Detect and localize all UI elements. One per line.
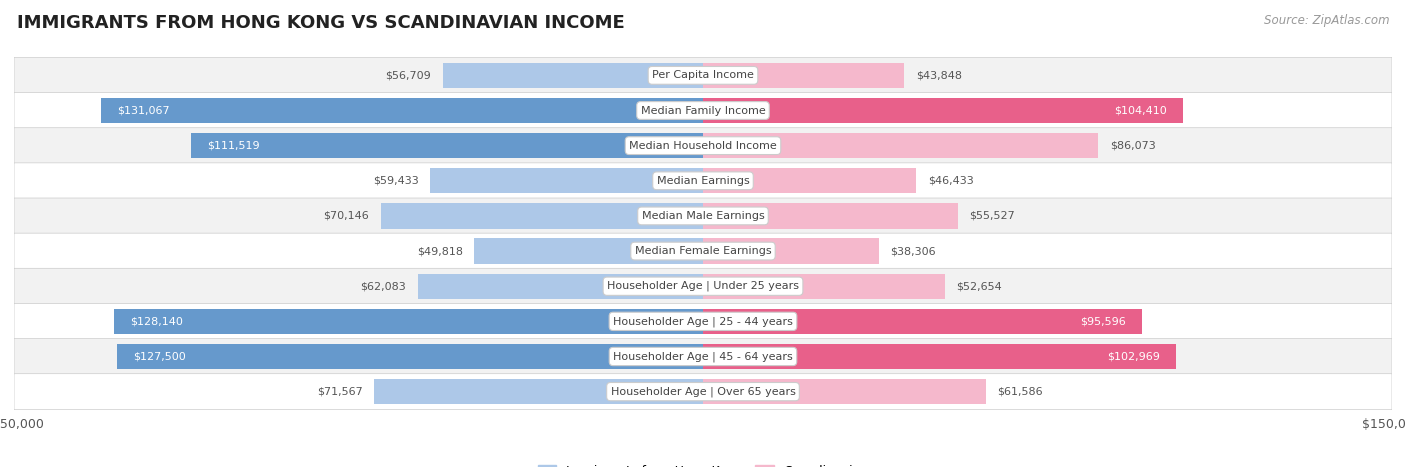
Bar — [703, 344, 1175, 369]
Bar — [443, 63, 703, 88]
Bar — [418, 274, 703, 299]
Text: Per Capita Income: Per Capita Income — [652, 71, 754, 80]
Bar — [117, 344, 703, 369]
Bar — [381, 203, 703, 228]
Text: Median Male Earnings: Median Male Earnings — [641, 211, 765, 221]
Text: $86,073: $86,073 — [1109, 141, 1156, 151]
FancyBboxPatch shape — [14, 92, 1392, 128]
Text: $55,527: $55,527 — [970, 211, 1015, 221]
Text: Median Household Income: Median Household Income — [628, 141, 778, 151]
Text: $49,818: $49,818 — [416, 246, 463, 256]
Text: $62,083: $62,083 — [360, 281, 406, 291]
Text: $38,306: $38,306 — [890, 246, 936, 256]
Bar — [703, 274, 945, 299]
Text: $111,519: $111,519 — [207, 141, 260, 151]
Text: $70,146: $70,146 — [323, 211, 370, 221]
Text: $95,596: $95,596 — [1080, 316, 1126, 326]
Text: $52,654: $52,654 — [956, 281, 1002, 291]
Text: $59,433: $59,433 — [373, 176, 419, 186]
Bar — [114, 309, 703, 334]
Text: $131,067: $131,067 — [117, 106, 170, 115]
Text: $102,969: $102,969 — [1107, 352, 1160, 361]
Bar — [703, 239, 879, 264]
Bar — [101, 98, 703, 123]
Text: Householder Age | Under 25 years: Householder Age | Under 25 years — [607, 281, 799, 291]
Text: $61,586: $61,586 — [997, 387, 1043, 396]
Text: Median Earnings: Median Earnings — [657, 176, 749, 186]
Bar — [703, 168, 917, 193]
Bar — [703, 203, 957, 228]
Bar — [474, 239, 703, 264]
Text: IMMIGRANTS FROM HONG KONG VS SCANDINAVIAN INCOME: IMMIGRANTS FROM HONG KONG VS SCANDINAVIA… — [17, 14, 624, 32]
FancyBboxPatch shape — [14, 57, 1392, 93]
Text: $71,567: $71,567 — [318, 387, 363, 396]
Text: Householder Age | Over 65 years: Householder Age | Over 65 years — [610, 386, 796, 397]
FancyBboxPatch shape — [14, 163, 1392, 199]
Text: Source: ZipAtlas.com: Source: ZipAtlas.com — [1264, 14, 1389, 27]
Bar — [703, 379, 986, 404]
Bar — [703, 133, 1098, 158]
FancyBboxPatch shape — [14, 374, 1392, 410]
Text: $128,140: $128,140 — [131, 316, 183, 326]
Text: $43,848: $43,848 — [915, 71, 962, 80]
Text: $127,500: $127,500 — [134, 352, 186, 361]
Bar — [191, 133, 703, 158]
Bar — [430, 168, 703, 193]
FancyBboxPatch shape — [14, 198, 1392, 234]
Bar — [703, 98, 1182, 123]
Text: Median Female Earnings: Median Female Earnings — [634, 246, 772, 256]
Text: $104,410: $104,410 — [1114, 106, 1167, 115]
FancyBboxPatch shape — [14, 268, 1392, 304]
FancyBboxPatch shape — [14, 233, 1392, 269]
Text: Householder Age | 25 - 44 years: Householder Age | 25 - 44 years — [613, 316, 793, 326]
FancyBboxPatch shape — [14, 128, 1392, 163]
Text: Median Family Income: Median Family Income — [641, 106, 765, 115]
Bar — [703, 63, 904, 88]
Bar — [374, 379, 703, 404]
Text: Householder Age | 45 - 64 years: Householder Age | 45 - 64 years — [613, 351, 793, 362]
Text: $46,433: $46,433 — [928, 176, 973, 186]
Bar — [703, 309, 1142, 334]
FancyBboxPatch shape — [14, 339, 1392, 375]
Legend: Immigrants from Hong Kong, Scandinavian: Immigrants from Hong Kong, Scandinavian — [533, 460, 873, 467]
FancyBboxPatch shape — [14, 304, 1392, 339]
Text: $56,709: $56,709 — [385, 71, 432, 80]
